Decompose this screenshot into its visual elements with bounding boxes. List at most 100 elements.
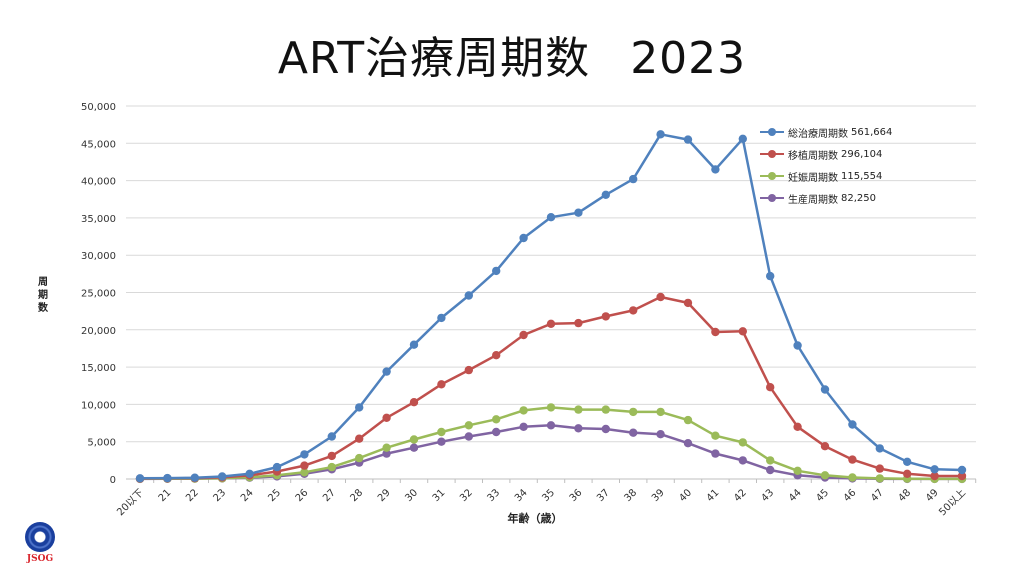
data-point [437, 437, 446, 446]
data-point [327, 432, 336, 441]
legend-label: 移植周期数 [788, 150, 838, 162]
series-line [135, 130, 967, 483]
series-path [139, 406, 962, 481]
data-point [190, 473, 199, 482]
data-point [409, 340, 419, 349]
y-axis-label-char: 期 [38, 290, 48, 301]
data-point [711, 165, 720, 174]
data-point [848, 420, 857, 429]
x-tick-label: 41 [705, 487, 722, 504]
chart-title: ART治療周期数 2023 [0, 22, 1024, 86]
series-line [135, 292, 967, 483]
data-point [848, 473, 857, 482]
x-tick-label: 49 [924, 487, 941, 504]
data-point [519, 422, 528, 431]
data-point [656, 430, 665, 439]
data-point [766, 271, 775, 281]
chart-title-main: ART治療周期数 [277, 33, 591, 84]
data-point [300, 461, 309, 470]
data-point [903, 469, 912, 478]
data-point [546, 213, 556, 222]
x-tick-label: 30 [403, 487, 420, 504]
data-point [300, 450, 309, 459]
data-point [629, 174, 638, 184]
data-point [930, 465, 939, 474]
data-point [464, 365, 473, 375]
data-point [492, 427, 501, 437]
data-point [464, 432, 473, 441]
data-point [848, 455, 857, 464]
x-tick-label: 32 [458, 487, 475, 504]
legend-label: 生産周期数 [788, 194, 838, 206]
data-point [930, 471, 939, 481]
data-point [601, 424, 610, 434]
x-tick-label: 20以下 [115, 487, 146, 518]
x-axis-label: 年齢（歳） [508, 511, 563, 525]
x-tick-label: 35 [540, 487, 557, 504]
data-point [135, 474, 145, 483]
y-tick-label: 50,000 [81, 102, 116, 113]
data-point [382, 413, 391, 422]
data-point [300, 468, 309, 477]
data-point [766, 456, 775, 465]
x-tick-label: 29 [376, 487, 393, 504]
y-tick-label: 25,000 [81, 289, 116, 300]
y-tick-label: 0 [110, 475, 116, 486]
y-axis-label-char: 周 [38, 277, 48, 288]
data-point [382, 443, 391, 452]
x-tick-label: 34 [513, 487, 530, 504]
x-tick-label: 37 [595, 487, 612, 504]
globe-icon [25, 522, 55, 552]
data-point [793, 341, 802, 350]
x-tick-label: 26 [294, 487, 311, 504]
x-tick-label: 27 [321, 487, 338, 504]
data-point [820, 442, 830, 451]
legend-item: 移植周期数 296,104 [760, 143, 892, 165]
data-point [656, 292, 665, 302]
data-point [437, 313, 446, 323]
data-point [409, 398, 419, 407]
data-point [519, 330, 528, 340]
x-tick-label: 39 [650, 487, 667, 504]
data-point [409, 443, 419, 452]
data-point [656, 130, 665, 139]
data-point [766, 465, 775, 475]
data-point [601, 312, 610, 321]
x-tick-label: 31 [431, 487, 448, 504]
x-tick-label: 24 [239, 487, 256, 504]
x-tick-label: 42 [732, 487, 749, 504]
y-tick-label: 35,000 [81, 214, 116, 225]
legend-item: 生産周期数 82,250 [760, 187, 892, 209]
x-tick-label: 33 [486, 487, 503, 504]
y-axis-label-char: 数 [38, 303, 48, 314]
x-tick-label: 50以上 [936, 487, 968, 519]
data-point [629, 428, 638, 437]
y-tick-label: 5,000 [87, 438, 116, 449]
data-point [957, 471, 967, 481]
x-tick-label: 44 [787, 487, 804, 504]
legend-total: 296,104 [841, 148, 883, 160]
legend-total: 561,664 [851, 126, 893, 138]
x-tick-label: 48 [897, 487, 914, 504]
data-point [601, 190, 610, 199]
data-point [272, 462, 282, 472]
data-point [218, 472, 227, 481]
data-point [464, 421, 473, 430]
data-point [903, 457, 912, 466]
x-tick-label: 38 [623, 487, 640, 504]
data-point [492, 415, 501, 424]
data-point [382, 449, 391, 458]
x-tick-label: 46 [842, 487, 859, 504]
x-tick-label: 36 [568, 487, 585, 504]
data-point [820, 471, 830, 480]
data-point [492, 266, 501, 276]
x-tick-label: 47 [869, 487, 886, 504]
y-tick-label: 10,000 [81, 400, 116, 411]
data-point [766, 383, 775, 392]
y-tick-label: 15,000 [81, 363, 116, 374]
data-point [382, 367, 391, 376]
data-point [355, 453, 364, 463]
data-point [519, 233, 528, 243]
data-point [738, 456, 747, 465]
